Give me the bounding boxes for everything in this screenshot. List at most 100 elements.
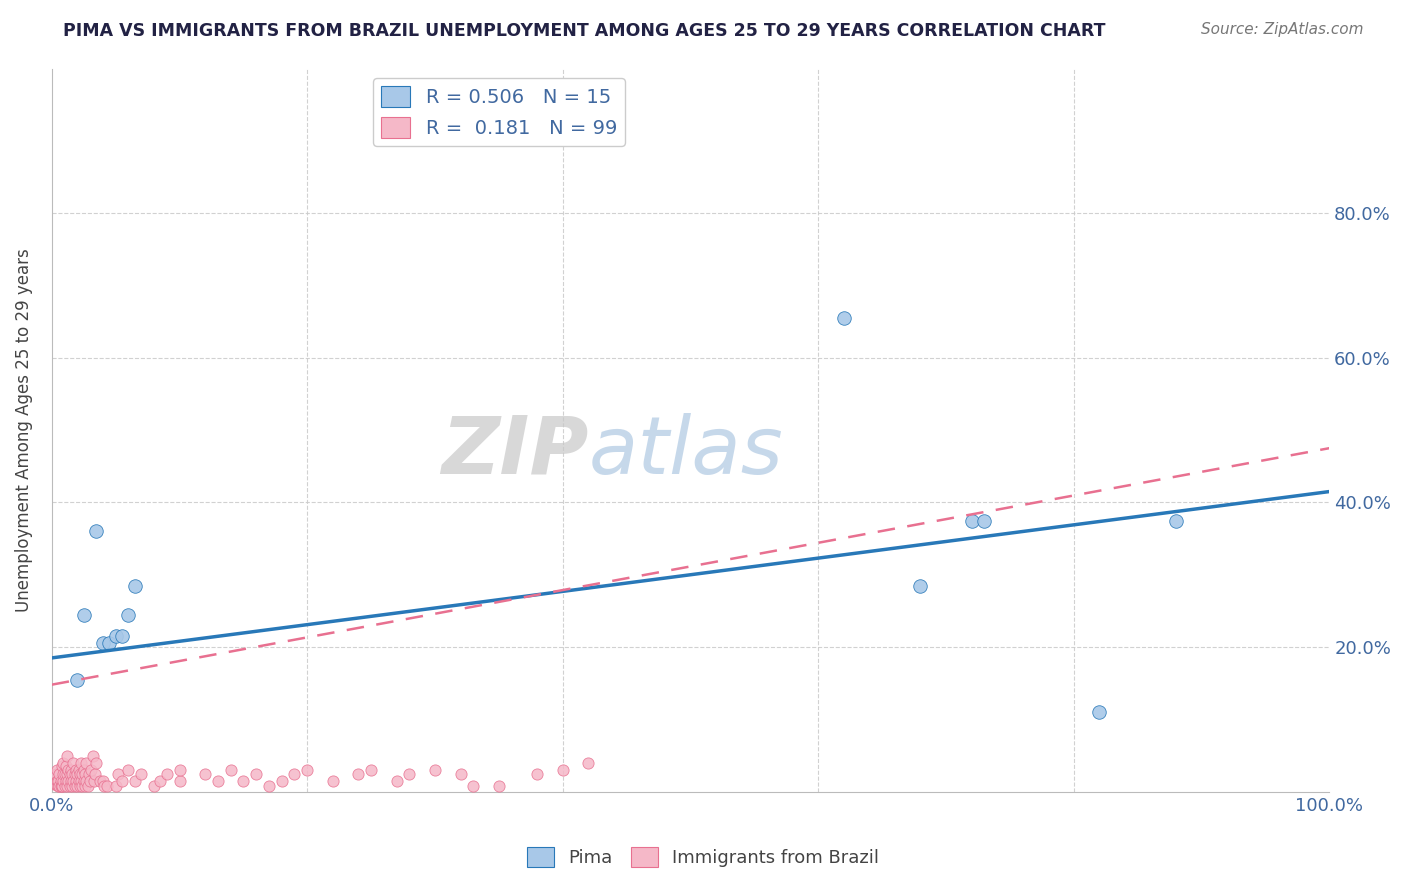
Point [245,766,267,780]
Point [156,766,179,780]
Point [56,766,79,780]
Point [59,763,82,777]
Point [70,773,93,788]
Point [73,779,96,793]
Point [42,773,65,788]
Point [104,779,127,793]
Point [84,766,107,780]
Point [53,779,76,793]
Point [48,766,70,780]
Point [46,779,69,793]
Legend: R = 0.506   N = 15, R =  0.181   N = 99: R = 0.506 N = 15, R = 0.181 N = 99 [373,78,624,146]
Point [51,759,73,773]
Point [58,763,80,777]
Point [66,779,89,793]
Point [89,773,111,788]
Point [80,763,103,777]
Point [960,514,983,528]
Point [129,766,152,780]
Point [360,763,382,777]
Point [48,779,70,793]
Point [63,766,86,780]
Point [73,763,96,777]
Point [55,759,77,773]
Point [526,766,548,780]
Point [45,777,67,791]
Point [60,779,83,793]
Point [72,779,94,793]
Point [51,779,73,793]
Point [832,311,855,326]
Point [283,766,305,780]
Point [297,763,319,777]
Point [423,763,446,777]
Point [73,773,96,788]
Point [93,779,115,793]
Point [104,629,127,643]
Point [52,766,75,780]
Point [124,773,146,788]
Point [53,766,76,780]
Point [463,779,485,793]
Point [75,756,97,770]
Point [77,766,100,780]
Point [347,766,370,780]
Y-axis label: Unemployment Among Ages 25 to 29 years: Unemployment Among Ages 25 to 29 years [15,248,32,612]
Text: PIMA VS IMMIGRANTS FROM BRAZIL UNEMPLOYMENT AMONG AGES 25 TO 29 YEARS CORRELATIO: PIMA VS IMMIGRANTS FROM BRAZIL UNEMPLOYM… [63,22,1105,40]
Point [149,773,172,788]
Point [385,773,408,788]
Point [86,756,108,770]
Point [111,773,134,788]
Point [973,514,995,528]
Point [142,779,165,793]
Point [232,773,254,788]
Point [55,773,77,788]
Point [219,763,242,777]
Point [69,779,91,793]
Point [62,773,84,788]
Point [75,773,97,788]
Point [576,756,599,770]
Point [65,773,87,788]
Point [56,779,79,793]
Point [45,773,67,788]
Point [45,763,67,777]
Point [124,578,146,592]
Point [169,773,191,788]
Point [111,629,134,643]
Legend: Pima, Immigrants from Brazil: Pima, Immigrants from Brazil [520,839,886,874]
Text: atlas: atlas [588,413,783,491]
Point [96,779,118,793]
Point [117,763,139,777]
Point [98,636,121,650]
Point [59,766,82,780]
Point [72,766,94,780]
Point [67,773,90,788]
Point [62,756,84,770]
Point [58,773,80,788]
Point [59,773,82,788]
Point [194,766,217,780]
Point [76,779,98,793]
Point [257,779,280,793]
Text: ZIP: ZIP [441,413,588,491]
Point [49,779,72,793]
Point [73,766,96,780]
Point [488,779,510,793]
Point [66,766,89,780]
Point [56,748,79,763]
Point [44,777,66,791]
Point [398,766,420,780]
Point [67,763,90,777]
Point [207,773,229,788]
Point [45,766,67,780]
Point [66,673,89,687]
Point [107,766,129,780]
Point [91,636,114,650]
Point [86,524,108,539]
Point [46,773,69,788]
Point [1088,705,1111,719]
Point [59,779,82,793]
Point [450,766,472,780]
Point [69,766,91,780]
